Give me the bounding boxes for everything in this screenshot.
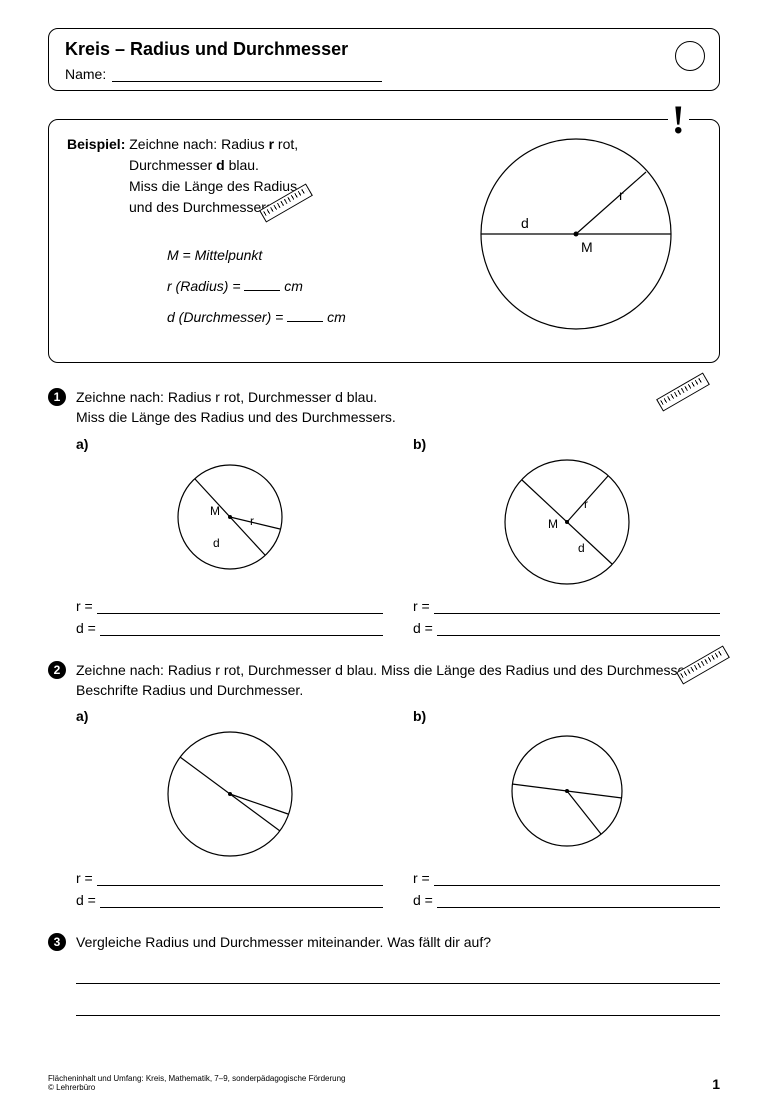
svg-text:r: r	[250, 514, 254, 528]
task2-col-a: a) r = d =	[76, 708, 383, 908]
label-m: M	[581, 239, 593, 255]
svg-text:d: d	[578, 541, 585, 555]
task-1: 1 Zeichne nach: Radius r rot, Durchmesse…	[48, 387, 720, 636]
example-diagram: d r M	[461, 134, 701, 344]
footer-line1: Flächeninhalt und Umfang: Kreis, Mathema…	[48, 1074, 346, 1083]
blank-line[interactable]	[100, 894, 383, 908]
page-title: Kreis – Radius und Durchmesser	[65, 39, 703, 60]
circle-1a: M r d	[76, 452, 383, 592]
page-footer: Flächeninhalt und Umfang: Kreis, Mathema…	[48, 1074, 720, 1092]
header-circle-icon	[675, 41, 705, 71]
task3-text: Vergleiche Radius und Durchmesser mitein…	[76, 932, 720, 952]
task2-text: Zeichne nach: Radius r rot, Durchmesser …	[76, 660, 720, 701]
blank-line[interactable]	[434, 600, 720, 614]
formula-r: r (Radius) = cm	[167, 271, 441, 302]
label-b: b)	[413, 436, 720, 452]
blank-d[interactable]	[287, 310, 323, 322]
worksheet-header: Kreis – Radius und Durchmesser Name:	[48, 28, 720, 91]
formula-d: d (Durchmesser) = cm	[167, 302, 441, 333]
example-line2: Durchmesser d blau.	[67, 155, 441, 176]
label-d: d	[521, 215, 529, 231]
task1-col-a: a) M r d r = d =	[76, 436, 383, 636]
name-input-line[interactable]	[112, 68, 382, 82]
blank-line[interactable]	[97, 872, 383, 886]
answer-r-1a: r =	[76, 598, 383, 614]
task1-text1: Zeichne nach: Radius r rot, Durchmesser …	[76, 387, 720, 407]
blank-line[interactable]	[100, 622, 383, 636]
formula-m: M = Mittelpunkt	[167, 240, 441, 271]
blank-r[interactable]	[244, 279, 280, 291]
blank-line[interactable]	[97, 600, 383, 614]
task-number-2: 2	[48, 661, 66, 679]
task1-col-b: b) M r d r = d =	[413, 436, 720, 636]
label-r: r	[619, 187, 624, 203]
task-3: 3 Vergleiche Radius und Durchmesser mite…	[48, 932, 720, 1016]
label-a2: a)	[76, 708, 383, 724]
answer-d-1b: d =	[413, 620, 720, 636]
circle-2a	[76, 724, 383, 864]
example-box: ! Beispiel: Zeichne nach: Radius r rot, …	[48, 119, 720, 363]
page-number: 1	[712, 1076, 720, 1092]
answer-r-2b: r =	[413, 870, 720, 886]
task2-col-b: b) r = d =	[413, 708, 720, 908]
answer-line-3a[interactable]	[76, 966, 720, 984]
footer-line2: © Lehrerbüro	[48, 1083, 346, 1092]
name-label: Name:	[65, 66, 106, 82]
example-line4: und des Durchmessers.	[67, 197, 441, 218]
answer-r-2a: r =	[76, 870, 383, 886]
answer-r-1b: r =	[413, 598, 720, 614]
label-b2: b)	[413, 708, 720, 724]
blank-line[interactable]	[437, 894, 720, 908]
svg-text:M: M	[548, 517, 558, 531]
blank-line[interactable]	[437, 622, 720, 636]
svg-text:M: M	[210, 504, 220, 518]
example-heading-line: Beispiel: Zeichne nach: Radius r rot,	[67, 134, 441, 155]
task-2: 2 Zeichne nach: Radius r rot, Durchmesse…	[48, 660, 720, 909]
name-row: Name:	[65, 66, 703, 82]
answer-d-1a: d =	[76, 620, 383, 636]
answer-d-2b: d =	[413, 892, 720, 908]
answer-d-2a: d =	[76, 892, 383, 908]
label-a: a)	[76, 436, 383, 452]
blank-line[interactable]	[434, 872, 720, 886]
task-number-1: 1	[48, 388, 66, 406]
task-number-3: 3	[48, 933, 66, 951]
task1-text2: Miss die Länge des Radius und des Durchm…	[76, 407, 720, 427]
answer-line-3b[interactable]	[76, 998, 720, 1016]
example-formulas: M = Mittelpunkt r (Radius) = cm d (Durch…	[67, 240, 441, 332]
svg-text:r: r	[584, 497, 588, 511]
example-line3: Miss die Länge des Radius	[67, 176, 441, 197]
svg-text:d: d	[213, 536, 220, 550]
example-heading: Beispiel:	[67, 136, 125, 152]
circle-2b	[413, 724, 720, 864]
circle-1b: M r d	[413, 452, 720, 592]
